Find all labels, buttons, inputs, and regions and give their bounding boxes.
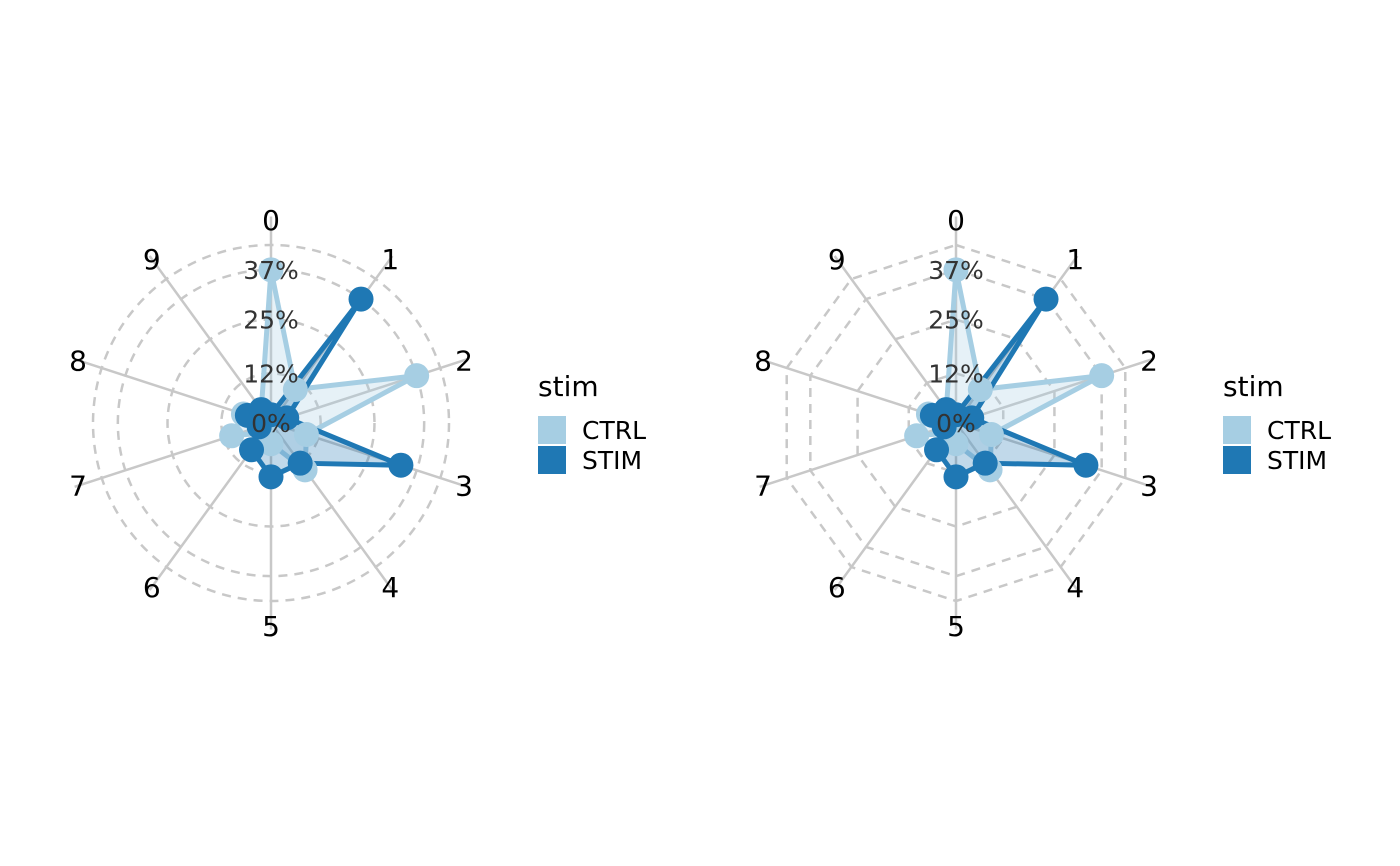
legend-label: CTRL: [1267, 416, 1331, 445]
data-point: [287, 450, 313, 476]
grid-ring: [856, 318, 1056, 528]
data-point: [1089, 363, 1115, 389]
category-label: 2: [1140, 344, 1158, 377]
category-label: 2: [455, 344, 473, 377]
data-point: [1033, 286, 1059, 312]
category-label: 4: [381, 571, 399, 604]
data-point: [978, 422, 1004, 448]
spoke-line: [148, 255, 273, 424]
category-label: 8: [754, 344, 772, 377]
data-point: [274, 405, 300, 431]
grid-ring: [220, 372, 322, 474]
category-label: 9: [143, 243, 161, 276]
tick-label: 12%: [928, 359, 984, 388]
data-point: [933, 397, 959, 423]
category-label: 8: [69, 344, 87, 377]
data-point: [239, 437, 265, 463]
data-point: [904, 423, 930, 449]
category-label: 3: [455, 470, 473, 503]
category-label: 1: [381, 243, 399, 276]
category-label: 5: [262, 610, 280, 643]
spoke-line: [833, 255, 958, 424]
data-point: [943, 257, 969, 283]
series-area: [932, 299, 1086, 477]
data-point: [404, 363, 430, 389]
data-point: [258, 464, 284, 490]
legend-swatch: [538, 416, 566, 444]
tick-label: 37%: [243, 256, 299, 285]
data-point: [943, 464, 969, 490]
data-point: [293, 422, 319, 448]
legend-swatch: [538, 446, 566, 474]
category-label: 4: [1066, 571, 1084, 604]
spoke-line: [270, 358, 468, 425]
grid-ring: [907, 372, 1005, 474]
category-label: 1: [1066, 243, 1084, 276]
category-label: 6: [828, 571, 846, 604]
legend-title: stim: [538, 370, 599, 403]
data-point: [282, 377, 308, 403]
data-point: [972, 450, 998, 476]
legend-label: STIM: [582, 446, 642, 475]
tick-label: 12%: [243, 359, 299, 388]
data-point: [924, 437, 950, 463]
tick-label: 37%: [928, 256, 984, 285]
data-point: [959, 405, 985, 431]
data-point: [219, 423, 245, 449]
category-label: 7: [754, 470, 772, 503]
category-label: 0: [262, 204, 280, 237]
data-point: [967, 377, 993, 403]
tick-label: 0%: [251, 409, 291, 438]
data-point: [258, 257, 284, 283]
category-label: 6: [143, 571, 161, 604]
legend-label: CTRL: [582, 416, 646, 445]
legend-swatch: [1223, 446, 1251, 474]
category-label: 3: [1140, 470, 1158, 503]
legend-label: STIM: [1267, 446, 1327, 475]
spoke-line: [955, 358, 1153, 425]
category-label: 7: [69, 470, 87, 503]
series-area: [247, 299, 401, 477]
spoke-line: [954, 422, 1079, 591]
category-label: 0: [947, 204, 965, 237]
data-point: [248, 397, 274, 423]
tick-label: 25%: [928, 306, 984, 335]
data-point: [348, 286, 374, 312]
data-point: [1073, 452, 1099, 478]
legend-swatch: [1223, 416, 1251, 444]
legend-title: stim: [1223, 370, 1284, 403]
grid-ring: [809, 268, 1103, 578]
category-label: 5: [947, 610, 965, 643]
category-label: 9: [828, 243, 846, 276]
tick-label: 0%: [936, 409, 976, 438]
spoke-line: [269, 422, 394, 591]
data-point: [388, 452, 414, 478]
tick-label: 25%: [243, 306, 299, 335]
